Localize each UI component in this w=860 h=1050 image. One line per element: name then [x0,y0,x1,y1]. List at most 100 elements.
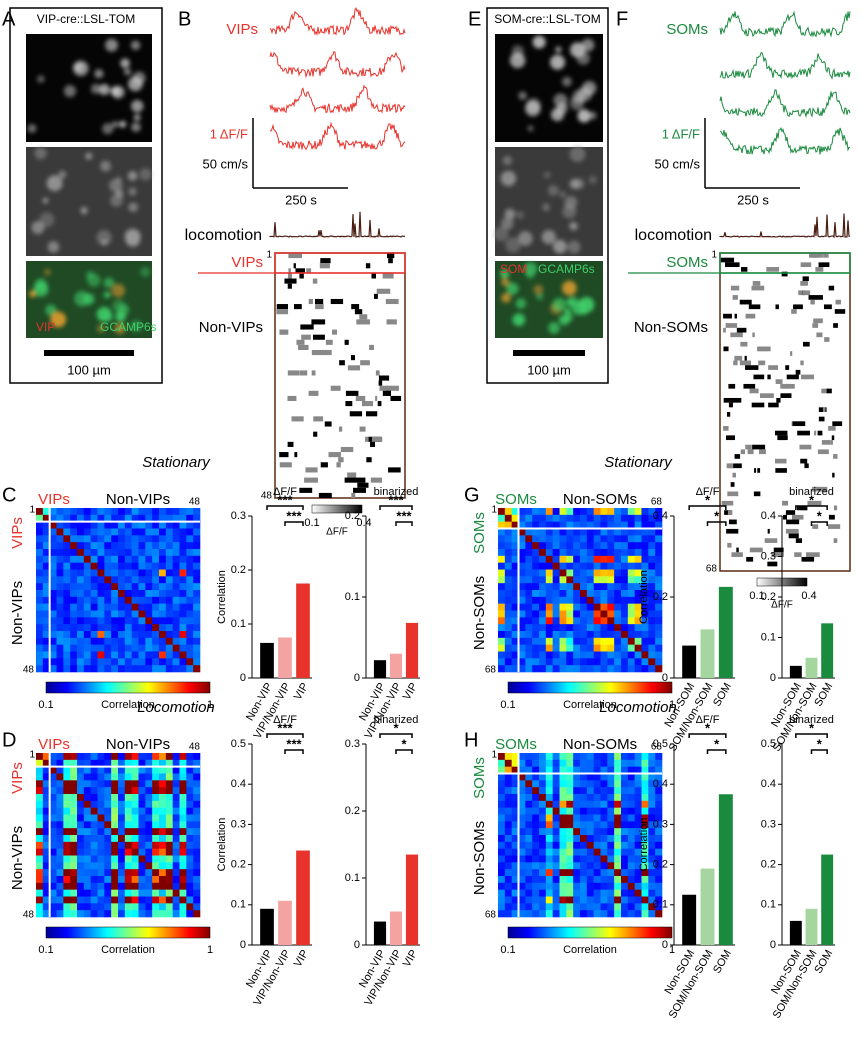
matrix-cell [504,876,512,884]
matrix-cell [42,514,50,522]
matrix-cell [111,514,119,522]
matrix-cell [525,576,533,584]
cell [111,283,126,298]
colorbar-label: 0.1 [38,699,53,711]
matrix-cell [77,807,85,815]
matrix-cell [511,514,519,522]
matrix-cell [172,821,180,829]
raster-event [797,430,810,436]
matrix-cell [532,794,540,802]
matrix-cell [118,542,126,550]
matrix-cell [566,603,574,611]
scale-bar [513,350,585,356]
matrix-cell [104,882,112,890]
matrix-cell [118,841,126,849]
matrix-cell [83,848,91,856]
matrix-cell [159,882,167,890]
matrix-cell [186,903,194,911]
matrix-cell [532,800,540,808]
matrix-cell [159,617,167,625]
matrix-cell [627,637,635,645]
matrix-cell [566,855,574,863]
matrix-cell [152,869,160,877]
matrix-cell [42,855,50,863]
matrix-cell [152,535,160,543]
matrix-cell [580,658,588,666]
matrix-cell [172,876,180,884]
matrix-cell [49,658,57,666]
raster-event [749,547,763,553]
matrix-cell [165,814,173,822]
raster-event [758,360,766,366]
y-tick-label: 0.2 [345,510,360,522]
matrix-cell [621,596,629,604]
cell [27,123,37,133]
raster-event [386,253,395,259]
matrix-cell [539,562,547,570]
matrix-cell [545,631,553,639]
matrix-cell [118,576,126,584]
matrix-cell [634,814,642,822]
matrix-cell [504,535,512,543]
colorbar-label: 0.1 [500,699,515,711]
matrix-cell [621,766,629,774]
matrix-cell [525,644,533,652]
matrix-cell [186,794,194,802]
matrix-cell [655,542,663,550]
matrix-cell [532,665,540,673]
matrix-cell [511,903,519,911]
matrix-cell [152,637,160,645]
matrix-cell [97,610,105,618]
matrix-cell [124,590,132,598]
matrix-cell [648,862,656,870]
matrix-cell [627,753,635,761]
raster-event [355,395,366,402]
matrix-cell [532,814,540,822]
matrix-cell [49,821,57,829]
matrix-cell [532,896,540,904]
matrix-cell [83,753,91,761]
matrix-cell [70,555,78,563]
raster-event [385,298,399,305]
matrix-cell [159,869,167,877]
matrix-cell [36,603,44,611]
matrix-cell [70,624,78,632]
matrix-cell [70,800,78,808]
matrix-cell [145,896,153,904]
matrix-cell [63,835,71,843]
raster-event [336,462,341,468]
raster-event [299,273,304,279]
matrix-cell [566,665,574,673]
matrix-cell [648,576,656,584]
matrix-cell [131,583,139,591]
raster-event [734,313,737,319]
matrix-cell [42,555,50,563]
matrix-cell [566,617,574,625]
matrix-cell [580,590,588,598]
matrix-cell [97,624,105,632]
matrix-cell [607,508,615,516]
matrix-cell [42,780,50,788]
matrix-cell [504,624,512,632]
matrix-cell [138,624,146,632]
significance-bracket [266,505,304,510]
matrix-cell [600,807,608,815]
matrix-cell [63,869,71,877]
matrix-cell [504,862,512,870]
matrix-cell [145,508,153,516]
matrix-cell [77,835,85,843]
raster-event [798,290,803,296]
matrix-cell [104,583,112,591]
raster-event [814,430,817,436]
matrix-cell [186,569,194,577]
matrix-cell [532,759,540,767]
matrix-cell [566,562,574,570]
matrix-cell [83,549,91,557]
matrix-cell [511,569,519,577]
matrix-cell [552,869,560,877]
matrix-cell [614,514,622,522]
matrix-cell [580,610,588,618]
matrix-cell [607,910,615,918]
matrix-cell [165,903,173,911]
matrix-cell [593,665,601,673]
